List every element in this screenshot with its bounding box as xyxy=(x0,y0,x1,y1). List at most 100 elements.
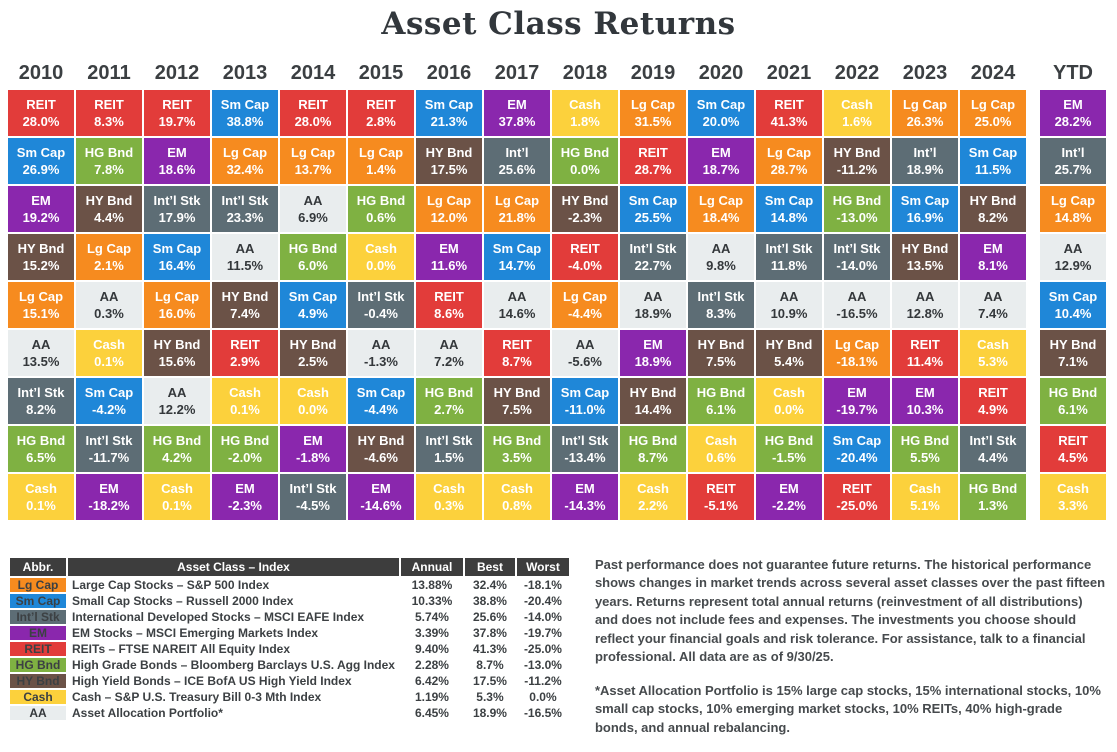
asset-abbr: Sm Cap xyxy=(492,241,542,256)
return-value: 14.8% xyxy=(1054,210,1092,225)
return-cell: Cash 0.0% xyxy=(280,378,346,424)
asset-abbr: EM xyxy=(915,385,935,400)
legend-header-cell: Annual xyxy=(400,558,463,576)
return-cell: Cash 5.1% xyxy=(892,474,958,520)
asset-abbr: HY Bnd xyxy=(765,337,813,352)
return-cell: Sm Cap 16.9% xyxy=(892,186,958,232)
asset-abbr: HY Bnd xyxy=(493,385,541,400)
asset-abbr: REIT xyxy=(230,337,260,352)
return-value: 18.6% xyxy=(158,162,196,177)
return-cell: Int’l Stk 8.2% xyxy=(8,378,74,424)
return-cell: Lg Cap 21.8% xyxy=(484,186,550,232)
return-cell: Int’l Stk 17.9% xyxy=(144,186,210,232)
return-cell: HY Bnd 8.2% xyxy=(960,186,1026,232)
legend-row: Lg Cap Large Cap Stocks – S&P 500 Index 13… xyxy=(10,578,569,592)
asset-abbr: HY Bnd xyxy=(425,145,473,160)
return-value: -1.8% xyxy=(296,450,330,465)
asset-abbr: HG Bnd xyxy=(560,145,610,160)
return-value: -14.3% xyxy=(564,498,606,513)
asset-abbr: Cash xyxy=(705,433,737,448)
return-value: 2.7% xyxy=(434,402,464,417)
asset-abbr: Lg Cap xyxy=(86,241,132,256)
asset-abbr: Cash xyxy=(229,385,261,400)
return-cell: HY Bnd 7.5% xyxy=(688,330,754,376)
legend-row: EM EM Stocks – MSCI Emerging Markets Inde… xyxy=(10,626,569,640)
asset-abbr: Lg Cap xyxy=(834,337,880,352)
asset-abbr: Sm Cap xyxy=(84,385,134,400)
return-value: 22.7% xyxy=(634,258,672,273)
return-value: -4.5% xyxy=(296,498,330,513)
return-cell: HG Bnd 5.5% xyxy=(892,426,958,472)
return-cell: REIT 8.6% xyxy=(416,282,482,328)
legend-asset-name: EM Stocks – MSCI Emerging Markets Index xyxy=(72,626,319,640)
return-cell: Lg Cap 26.3% xyxy=(892,90,958,136)
asset-abbr: EM xyxy=(31,193,51,208)
asset-abbr: Cash xyxy=(569,97,601,112)
return-cell: Cash 0.1% xyxy=(144,474,210,520)
return-value: 11.6% xyxy=(430,258,468,273)
return-value: -11.7% xyxy=(88,450,130,465)
asset-abbr: Cash xyxy=(841,97,873,112)
return-value: -19.7% xyxy=(836,402,878,417)
year-column-2012: 2012 REIT 19.7% EM 18.6% Int’l Stk 17.9% Sm Cap… xyxy=(144,56,210,522)
return-value: 4.5% xyxy=(1058,450,1088,465)
asset-abbr: EM xyxy=(507,97,527,112)
legend-header-cell: Best xyxy=(464,558,515,576)
return-value: 16.9% xyxy=(906,210,944,225)
asset-abbr: REIT xyxy=(502,337,532,352)
return-value: 14.4% xyxy=(634,402,672,417)
asset-abbr: HG Bnd xyxy=(696,385,746,400)
return-cell: REIT 28.0% xyxy=(280,90,346,136)
return-value: 31.5% xyxy=(634,114,672,129)
asset-abbr: Lg Cap xyxy=(1050,193,1096,208)
return-cell: HG Bnd -1.5% xyxy=(756,426,822,472)
asset-abbr: Lg Cap xyxy=(766,145,812,160)
return-cell: Cash 3.3% xyxy=(1040,474,1106,520)
asset-abbr: Sm Cap xyxy=(1048,289,1098,304)
legend-worst-value: -14.0% xyxy=(523,610,562,624)
return-cell: Int’l Stk 23.3% xyxy=(212,186,278,232)
return-value: 28.2% xyxy=(1054,114,1092,129)
return-cell: Sm Cap -20.4% xyxy=(824,426,890,472)
year-header: 2013 xyxy=(222,61,268,84)
return-cell: EM 10.3% xyxy=(892,378,958,424)
return-value: 38.8% xyxy=(226,114,264,129)
return-value: 0.6% xyxy=(706,450,736,465)
return-cell: EM 28.2% xyxy=(1040,90,1106,136)
year-header: 2014 xyxy=(290,61,336,84)
return-cell: EM -19.7% xyxy=(824,378,890,424)
return-cell: Int’l 18.9% xyxy=(892,138,958,184)
return-cell: Lg Cap 1.4% xyxy=(348,138,414,184)
year-header: 2010 xyxy=(18,61,64,84)
asset-abbr: Int’l Stk xyxy=(969,433,1017,448)
asset-abbr: Int’l Stk xyxy=(153,193,201,208)
footnote-paragraph: *Asset Allocation Portfolio is 15% large… xyxy=(594,682,1101,735)
asset-abbr: HY Bnd xyxy=(221,289,269,304)
asset-abbr: AA xyxy=(711,241,731,256)
year-column-2022: 2022 Cash 1.6% HY Bnd -11.2% HG Bnd -13.0% Int’… xyxy=(824,56,890,522)
return-value: 8.7% xyxy=(502,354,532,369)
return-cell: REIT 4.9% xyxy=(960,378,1026,424)
return-value: -20.4% xyxy=(836,450,878,465)
return-cell: HY Bnd 4.4% xyxy=(76,186,142,232)
return-value: -13.0% xyxy=(836,210,878,225)
return-value: 20.0% xyxy=(702,114,740,129)
legend-annual-value: 2.28% xyxy=(414,658,449,672)
return-cell: Lg Cap 32.4% xyxy=(212,138,278,184)
return-cell: Sm Cap 38.8% xyxy=(212,90,278,136)
legend-worst-value: 0.0% xyxy=(529,690,557,704)
return-value: 6.1% xyxy=(1058,402,1088,417)
asset-abbr: Cash xyxy=(93,337,125,352)
return-cell: Sm Cap 10.4% xyxy=(1040,282,1106,328)
return-value: 0.3% xyxy=(434,498,464,513)
asset-abbr: Cash xyxy=(433,481,465,496)
asset-abbr: HG Bnd xyxy=(900,433,950,448)
return-value: 8.1% xyxy=(978,258,1008,273)
return-value: 1.5% xyxy=(434,450,464,465)
year-header: 2022 xyxy=(834,61,880,84)
return-value: 8.3% xyxy=(706,306,736,321)
return-cell: Int’l Stk -13.4% xyxy=(552,426,618,472)
asset-abbr: Int’l Stk xyxy=(697,289,745,304)
return-cell: HY Bnd 15.6% xyxy=(144,330,210,376)
return-cell: Int’l Stk 8.3% xyxy=(688,282,754,328)
